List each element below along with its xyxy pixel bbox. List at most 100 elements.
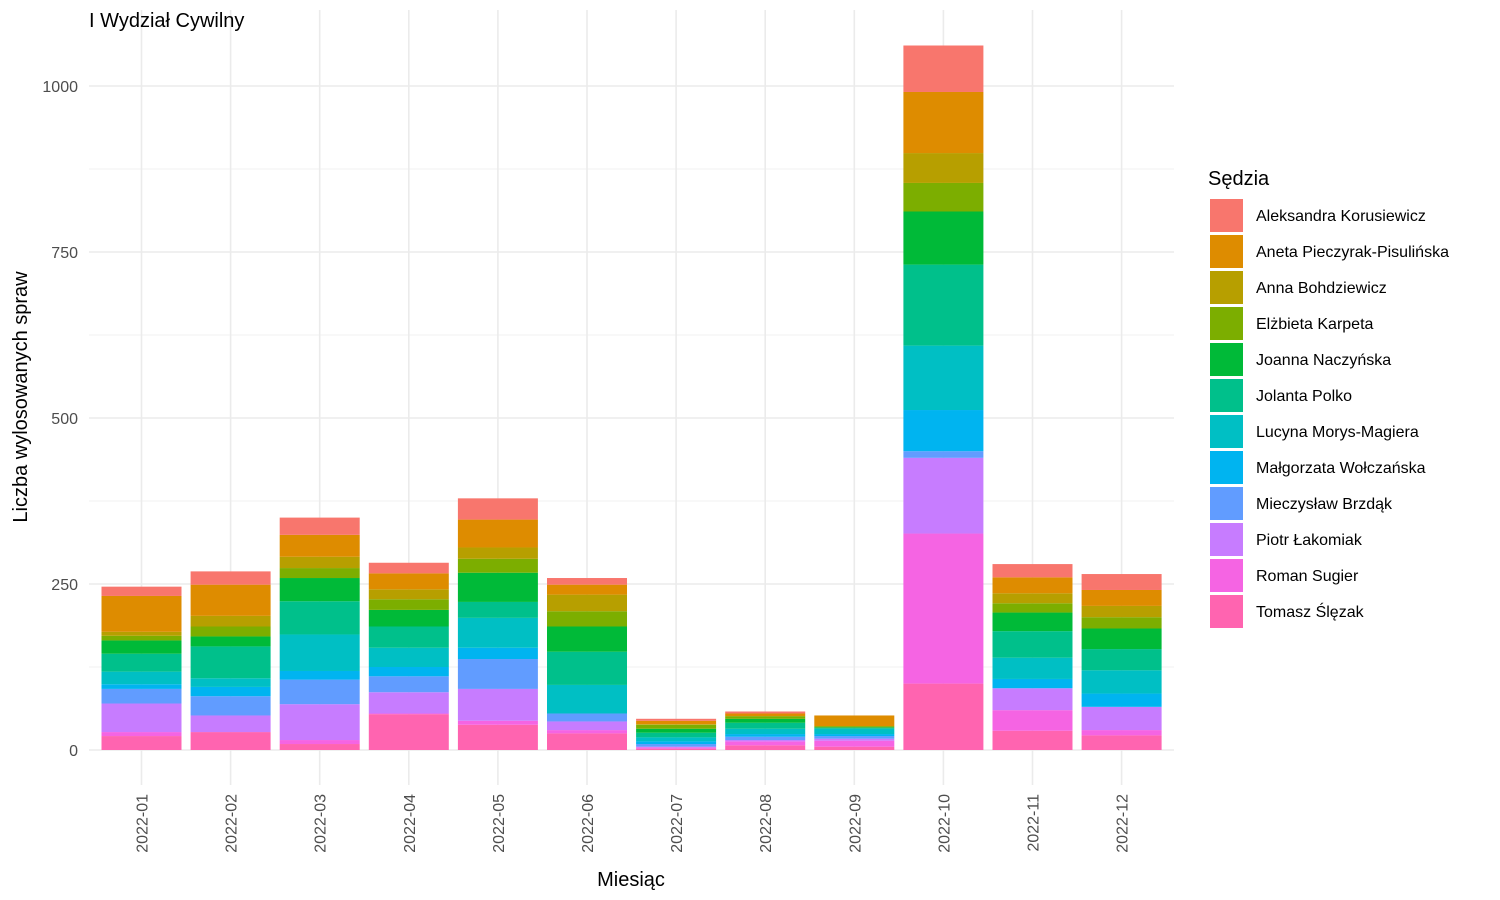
bar-segment: [368, 692, 449, 714]
bar-segment: [368, 562, 449, 574]
bar-segment: [725, 736, 806, 741]
bar-segment: [547, 611, 627, 627]
bar-segment: [814, 736, 895, 739]
bar-segment: [636, 741, 717, 745]
bar-segment: [190, 646, 271, 679]
bar-segment: [636, 728, 717, 733]
legend-label: Roman Sugier: [1256, 568, 1359, 585]
bar-segment: [636, 720, 717, 725]
bar-segment: [903, 451, 984, 458]
legend-swatch: [1210, 343, 1243, 376]
bar-segment: [547, 713, 627, 722]
bar-segment: [457, 547, 538, 559]
legend-item: Piotr Łakomiak: [1210, 523, 1363, 556]
x-tick-label: 2022-02: [224, 794, 241, 853]
x-tick-label: 2022-07: [669, 794, 686, 853]
legend-swatch: [1210, 307, 1243, 340]
bar-segment: [814, 728, 895, 735]
bar-segment: [725, 734, 806, 737]
legend-item: Mieczysław Brzdąk: [1210, 487, 1393, 520]
legend-label: Tomasz Ślęzak: [1256, 602, 1365, 621]
bar-segment: [1081, 605, 1162, 618]
y-tick-label: 250: [51, 577, 78, 594]
bar-segment: [992, 612, 1073, 632]
bar-segment: [279, 517, 360, 535]
bar-segment: [457, 647, 538, 660]
bar-segment: [903, 457, 984, 534]
bar-segment: [814, 715, 895, 727]
x-tick-label: 2022-05: [491, 794, 508, 853]
bar-segment: [992, 593, 1073, 604]
bar-segment: [903, 153, 984, 183]
x-tick-label: 2022-06: [580, 794, 597, 853]
y-axis-title: Liczba wylosowanych spraw: [10, 271, 32, 523]
bar-segment: [814, 726, 895, 728]
bar-segment: [368, 573, 449, 590]
bar-segment: [279, 670, 360, 680]
bar-segment: [190, 686, 271, 697]
legend-label: Joanna Naczyńska: [1256, 352, 1391, 369]
legend-swatch: [1210, 523, 1243, 556]
bar-segment: [547, 594, 627, 612]
bar-segment: [725, 718, 806, 723]
bar-segment: [190, 696, 271, 716]
bar-segment: [725, 711, 806, 714]
bar-segment: [101, 640, 182, 654]
bar-segment: [992, 678, 1073, 689]
legend-item: Jolanta Polko: [1210, 379, 1352, 412]
bar-segment: [101, 631, 182, 636]
bar-segment: [636, 737, 717, 742]
bar-segment: [992, 577, 1073, 594]
bar-segment: [547, 651, 627, 685]
bar-segment: [992, 730, 1073, 750]
bar-segment: [279, 679, 360, 705]
bar-segment: [547, 730, 627, 734]
legend-label: Aleksandra Korusiewicz: [1256, 208, 1426, 225]
bar-segment: [279, 744, 360, 750]
bar-segment: [190, 732, 271, 750]
bar-segment: [725, 741, 806, 746]
bar-segment: [279, 556, 360, 569]
bar-segment: [1081, 735, 1162, 750]
x-tick-label: 2022-11: [1026, 794, 1043, 852]
bar-segment: [190, 626, 271, 637]
legend-swatch: [1210, 379, 1243, 412]
bar-segment: [457, 558, 538, 573]
legend-item: Aneta Pieczyrak-Pisulińska: [1210, 235, 1449, 268]
bar-segment: [368, 667, 449, 677]
bar-segment: [903, 683, 984, 750]
bar-segment: [903, 410, 984, 452]
legend-swatch: [1210, 415, 1243, 448]
bar-segment: [1081, 574, 1162, 590]
x-tick-label: 2022-03: [313, 794, 330, 853]
x-tick-label: 2022-04: [402, 794, 419, 853]
bar-segment: [1081, 628, 1162, 650]
bar-segment: [636, 748, 717, 750]
legend-item: Joanna Naczyńska: [1210, 343, 1391, 376]
legend-item: Małgorzata Wołczańska: [1210, 451, 1426, 484]
legend-swatch: [1210, 235, 1243, 268]
bar-segment: [1081, 693, 1162, 707]
legend-label: Jolanta Polko: [1256, 388, 1352, 405]
bar-segment: [1081, 589, 1162, 606]
bar-segment: [636, 732, 717, 738]
bar-segment: [903, 91, 984, 154]
bar-segment: [101, 688, 182, 704]
x-tick-label: 2022-12: [1115, 794, 1132, 853]
bar-segment: [992, 657, 1073, 679]
bar-segment: [101, 586, 182, 596]
bar-segment: [547, 626, 627, 652]
bar-segment: [279, 568, 360, 579]
bar-segment: [1081, 706, 1162, 731]
bar-segment: [725, 713, 806, 717]
bar-segment: [190, 571, 271, 585]
bar-segment: [279, 704, 360, 741]
bar-segment: [101, 635, 182, 641]
y-tick-label: 1000: [42, 79, 78, 96]
bar-segment: [457, 601, 538, 618]
bar-segment: [279, 578, 360, 602]
bar-segment: [547, 733, 627, 750]
legend-label: Aneta Pieczyrak-Pisulińska: [1256, 244, 1449, 261]
bar-segment: [457, 572, 538, 602]
